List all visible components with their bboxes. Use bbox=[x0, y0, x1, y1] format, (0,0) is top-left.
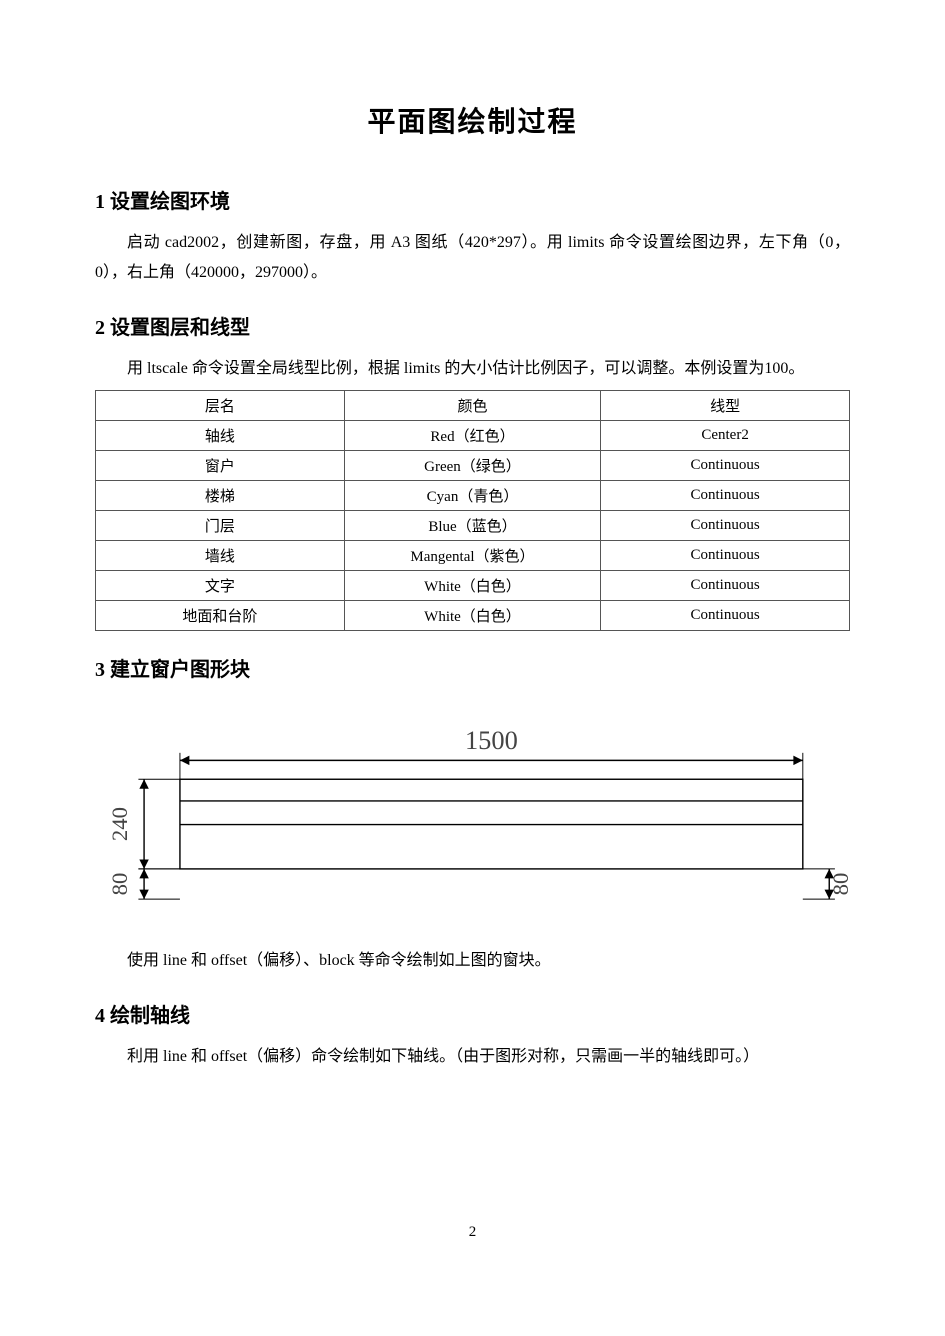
table-cell: 轴线 bbox=[96, 421, 345, 451]
table-row: 轴线 Red（红色） Center2 bbox=[96, 421, 850, 451]
section-4-heading: 4 绘制轴线 bbox=[95, 999, 850, 1028]
window-block-diagram: 1500 240 80 80 bbox=[95, 702, 850, 932]
document-title: 平面图绘制过程 bbox=[95, 100, 850, 140]
table-row: 楼梯 Cyan（青色） Continuous bbox=[96, 481, 850, 511]
table-cell: White（白色） bbox=[344, 601, 600, 631]
table-cell: Continuous bbox=[601, 601, 850, 631]
section-4-para: 利用 line 和 offset（偏移）命令绘制如下轴线。（由于图形对称，只需画… bbox=[95, 1042, 850, 1072]
table-cell: Center2 bbox=[601, 421, 850, 451]
table-cell: Continuous bbox=[601, 571, 850, 601]
table-row: 地面和台阶 White（白色） Continuous bbox=[96, 601, 850, 631]
section-2-para: 用 ltscale 命令设置全局线型比例，根据 limits 的大小估计比例因子… bbox=[95, 354, 850, 384]
table-cell: 窗户 bbox=[96, 451, 345, 481]
table-cell: Blue（蓝色） bbox=[344, 511, 600, 541]
table-header-cell: 层名 bbox=[96, 391, 345, 421]
section-3-para: 使用 line 和 offset（偏移）、block 等命令绘制如上图的窗块。 bbox=[95, 946, 850, 976]
svg-text:80: 80 bbox=[107, 873, 132, 896]
section-2-heading: 2 设置图层和线型 bbox=[95, 311, 850, 340]
table-cell: 地面和台阶 bbox=[96, 601, 345, 631]
table-row: 墙线 Mangental（紫色） Continuous bbox=[96, 541, 850, 571]
layer-table: 层名 颜色 线型 轴线 Red（红色） Center2 窗户 Green（绿色）… bbox=[95, 390, 850, 631]
table-cell: 楼梯 bbox=[96, 481, 345, 511]
svg-text:1500: 1500 bbox=[465, 725, 518, 755]
table-cell: Continuous bbox=[601, 451, 850, 481]
table-cell: Green（绿色） bbox=[344, 451, 600, 481]
table-cell: Continuous bbox=[601, 481, 850, 511]
svg-text:80: 80 bbox=[828, 873, 850, 896]
table-cell: 门层 bbox=[96, 511, 345, 541]
table-cell: Cyan（青色） bbox=[344, 481, 600, 511]
table-header-cell: 颜色 bbox=[344, 391, 600, 421]
page-number: 2 bbox=[0, 1224, 945, 1241]
table-row: 文字 White（白色） Continuous bbox=[96, 571, 850, 601]
table-cell: 文字 bbox=[96, 571, 345, 601]
table-cell: White（白色） bbox=[344, 571, 600, 601]
table-cell: Red（红色） bbox=[344, 421, 600, 451]
svg-text:240: 240 bbox=[107, 807, 132, 841]
table-cell: Continuous bbox=[601, 541, 850, 571]
section-1-para: 启动 cad2002，创建新图，存盘，用 A3 图纸（420*297）。用 li… bbox=[95, 228, 850, 289]
table-cell: Mangental（紫色） bbox=[344, 541, 600, 571]
window-block-svg: 1500 240 80 80 bbox=[95, 702, 850, 932]
table-row: 窗户 Green（绿色） Continuous bbox=[96, 451, 850, 481]
table-row: 门层 Blue（蓝色） Continuous bbox=[96, 511, 850, 541]
section-1-heading: 1 设置绘图环境 bbox=[95, 185, 850, 214]
section-3-heading: 3 建立窗户图形块 bbox=[95, 653, 850, 682]
table-header-cell: 线型 bbox=[601, 391, 850, 421]
table-cell: 墙线 bbox=[96, 541, 345, 571]
table-header-row: 层名 颜色 线型 bbox=[96, 391, 850, 421]
table-cell: Continuous bbox=[601, 511, 850, 541]
